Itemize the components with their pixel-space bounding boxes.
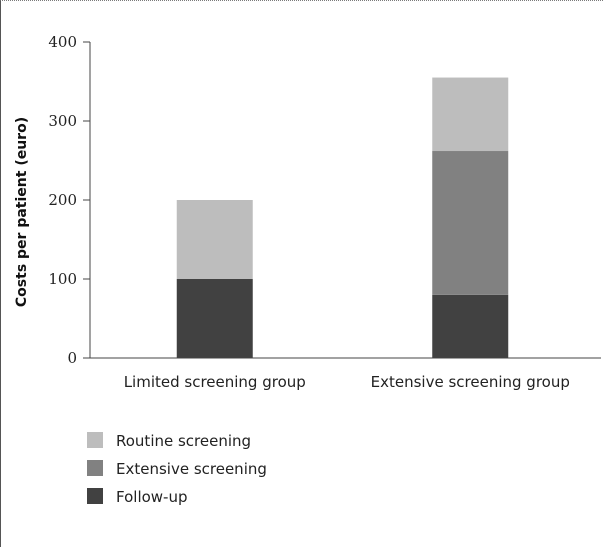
y-ticks-group: 0 100 200 300 400 xyxy=(48,33,90,367)
bar-extensive-screening-extensive xyxy=(432,151,509,295)
legend-swatch-extensive-screening xyxy=(87,460,103,476)
legend-swatch-routine-screening xyxy=(87,432,103,448)
legend-swatch-follow-up xyxy=(87,488,103,504)
y-tick-label: 300 xyxy=(48,112,77,130)
bars-group xyxy=(176,77,509,358)
x-tick-label: Extensive screening group xyxy=(371,373,570,391)
y-tick-label: 200 xyxy=(48,191,77,209)
legend-label-follow-up: Follow-up xyxy=(116,488,188,506)
x-tick-label: Limited screening group xyxy=(124,373,306,391)
bar-routine-screening-extensive xyxy=(432,77,509,152)
bar-follow-up-extensive xyxy=(432,294,509,358)
y-tick-label: 400 xyxy=(48,33,77,51)
axes-group xyxy=(89,42,601,359)
bar-routine-screening-limited xyxy=(176,200,253,279)
legend-label-extensive-screening: Extensive screening xyxy=(116,460,267,478)
y-tick-label: 0 xyxy=(67,349,77,367)
legend-label-routine-screening: Routine screening xyxy=(116,432,251,450)
y-axis-title: Costs per patient (euro) xyxy=(14,117,30,307)
y-tick-label: 100 xyxy=(48,270,77,288)
x-tick-labels-group: Limited screening group Extensive screeni… xyxy=(124,373,570,391)
bar-follow-up-limited xyxy=(176,279,253,358)
legend: Routine screening Extensive screening Foll… xyxy=(87,432,267,506)
